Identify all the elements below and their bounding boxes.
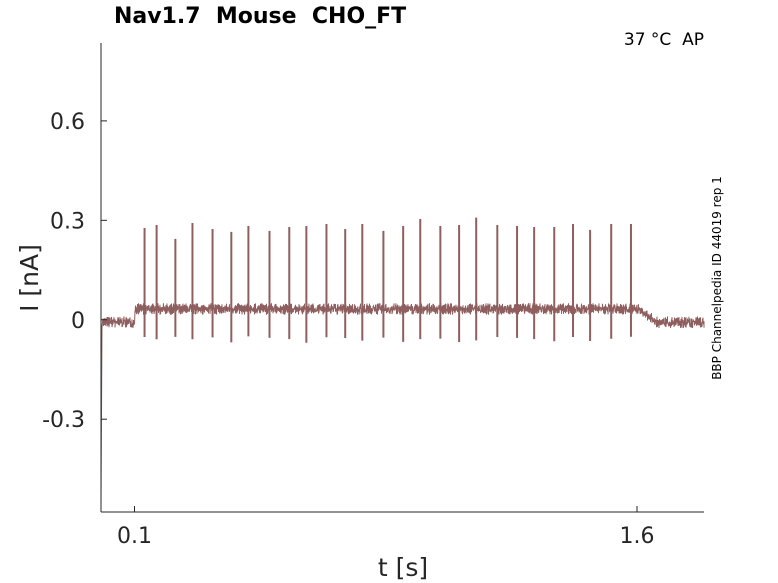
trace-group (100, 54, 705, 503)
condition-annotation: 37 °C AP (623, 30, 704, 50)
y-axis-label: I [nA] (15, 244, 44, 312)
y-tick-label: 0.6 (50, 110, 85, 135)
x-tick-label: 0.1 (117, 524, 152, 549)
x-tick-label: 1.6 (620, 524, 655, 549)
y-tick-label: -0.3 (42, 408, 85, 433)
x-axis-label: t [s] (378, 553, 428, 582)
y-tick-label: 0.3 (50, 209, 85, 234)
axes: 0.6 0.3 0 -0.3 0.1 1.6 (42, 43, 704, 549)
y-tick-label: 0 (71, 309, 85, 334)
chart-title: Nav1.7 Mouse CHO_FT (114, 4, 407, 29)
